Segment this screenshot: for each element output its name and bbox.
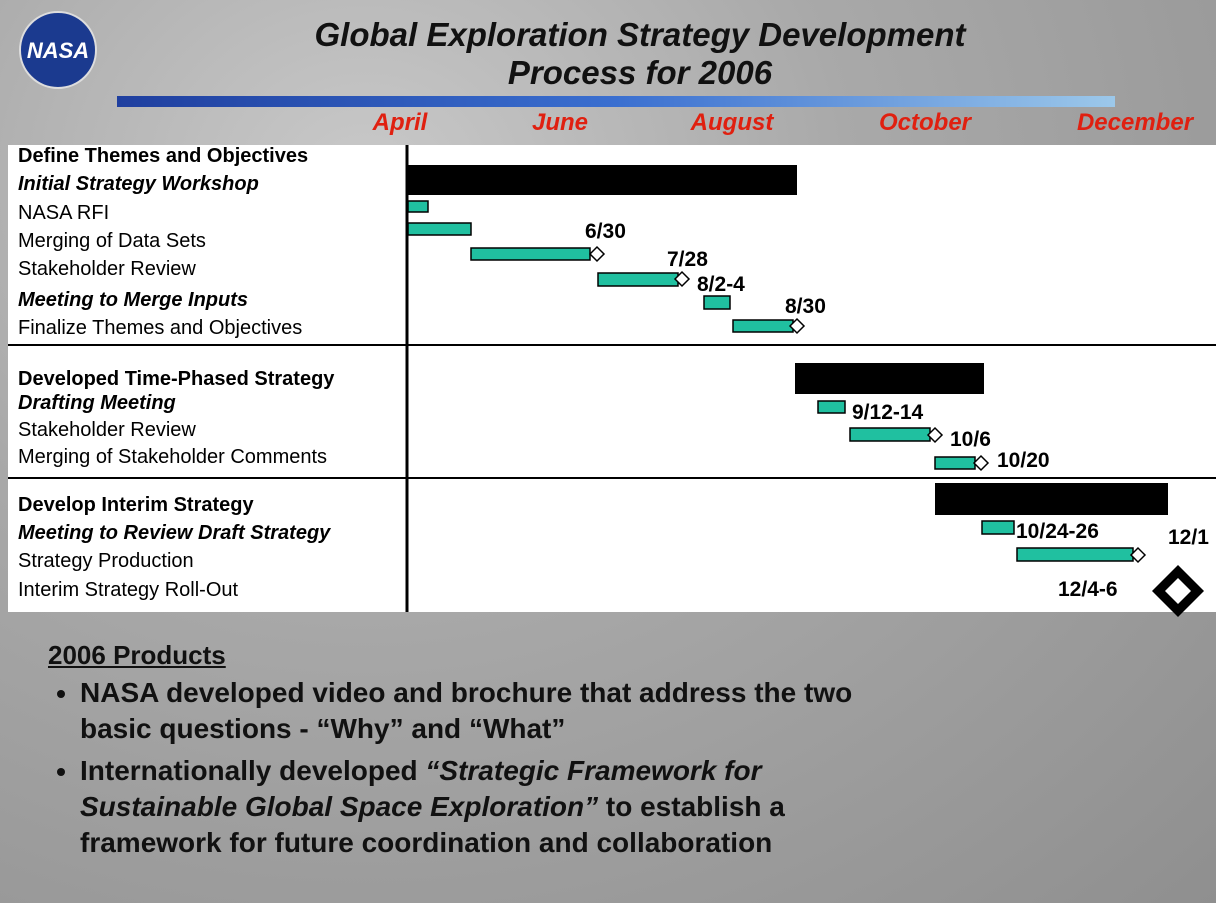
milestone-label: 10/24-26: [1016, 520, 1099, 543]
task-label: Initial Strategy Workshop: [18, 173, 259, 195]
section-title: Define Themes and Objectives: [18, 145, 308, 167]
task-bar: [850, 428, 930, 441]
task-bar: [733, 320, 793, 332]
title-rule: [117, 96, 1115, 107]
bullet-text: Internationally developed: [80, 755, 425, 786]
task-bar: [408, 201, 428, 212]
products-title: 2006 Products: [48, 640, 888, 671]
task-label: Strategy Production: [18, 550, 194, 572]
bullet: Internationally developed “Strategic Fra…: [80, 753, 888, 861]
logo: NASA: [27, 38, 89, 63]
section-title: Developed Time-Phased Strategy: [18, 368, 335, 390]
task-label: Drafting Meeting: [18, 392, 176, 414]
task-bar: [935, 457, 975, 469]
task-label: Stakeholder Review: [18, 258, 196, 280]
title: Global Exploration Strategy Development: [315, 16, 968, 53]
summary-bar: [795, 363, 984, 394]
task-label: Stakeholder Review: [18, 419, 196, 441]
task-label: Merging of Data Sets: [18, 230, 206, 252]
task-bar: [704, 296, 730, 309]
month-label: April: [372, 109, 429, 136]
bullet: NASA developed video and brochure that a…: [80, 675, 888, 747]
task-bar: [408, 223, 471, 235]
milestone-label: 7/28: [667, 248, 708, 271]
task-bar: [471, 248, 590, 260]
summary-bar: [935, 483, 1168, 515]
task-label: NASA RFI: [18, 202, 109, 224]
task-label: Interim Strategy Roll-Out: [18, 579, 239, 601]
task-label: Finalize Themes and Objectives: [18, 317, 302, 339]
task-bar: [598, 273, 678, 286]
task-bar: [982, 521, 1014, 534]
milestone-label: 8/2-4: [697, 273, 745, 296]
slide-graphics: NASA Global Exploration Strategy Develop…: [0, 0, 1216, 640]
milestone-label: 12/4-6: [1058, 578, 1118, 601]
summary-bar: [408, 165, 797, 195]
month-label: December: [1077, 109, 1195, 136]
month-label: August: [690, 109, 775, 136]
task-label: Merging of Stakeholder Comments: [18, 446, 327, 468]
month-label: June: [532, 109, 588, 136]
milestone-label: 8/30: [785, 295, 826, 318]
task-bar: [1017, 548, 1133, 561]
milestone-label: 10/6: [950, 428, 991, 451]
section-title: Develop Interim Strategy: [18, 494, 255, 516]
title: Process for 2006: [508, 54, 773, 91]
milestone-label: 9/12-14: [852, 401, 924, 424]
task-label: Meeting to Merge Inputs: [18, 289, 248, 311]
milestone-label: 6/30: [585, 220, 626, 243]
milestone-label: 12/1: [1168, 526, 1209, 549]
month-label: October: [879, 109, 973, 136]
slide: {"header":{"logo":"NASA","title_line1":"…: [0, 0, 1216, 903]
task-bar: [818, 401, 845, 413]
milestone-label: 10/20: [997, 449, 1050, 472]
task-label: Meeting to Review Draft Strategy: [18, 522, 331, 544]
products: 2006 Products NASA developed video and b…: [48, 640, 888, 867]
bullet-list: NASA developed video and brochure that a…: [48, 675, 888, 861]
